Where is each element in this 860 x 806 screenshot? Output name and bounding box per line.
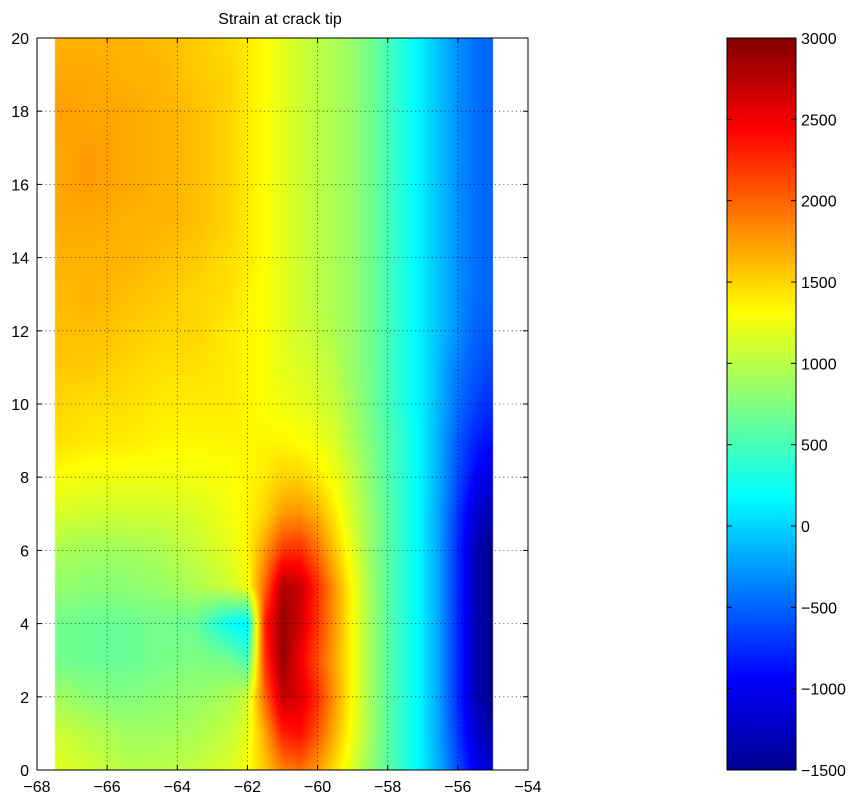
grid-lines [37, 38, 528, 770]
y-tick-label: 16 [11, 177, 29, 194]
y-tick-label: 12 [11, 324, 29, 341]
colorbar-ticks: −1500 −1000 −500 0 500 1000 1500 2000 2500 3000 [727, 31, 846, 780]
strain-heatmap-field [37, 38, 528, 770]
x-tick-label: −56 [444, 779, 471, 796]
x-tick-label: −68 [23, 779, 50, 796]
colorbar-frame [726, 37, 797, 771]
x-tick-label: −66 [94, 779, 121, 796]
colorbar-tick-label: −1000 [801, 682, 846, 699]
x-tick-label: −60 [304, 779, 331, 796]
colorbar-tick-label: 3000 [801, 31, 837, 48]
x-axis: −68 −66 −64 −62 −60 −58 −56 −54 [23, 38, 542, 796]
colorbar-tick-label: −1500 [801, 763, 846, 780]
y-tick-label: 6 [20, 543, 29, 560]
y-tick-label: 2 [20, 690, 29, 707]
x-tick-label: −62 [234, 779, 261, 796]
x-tick-label: −64 [164, 779, 191, 796]
y-tick-label: 0 [20, 763, 29, 780]
y-tick-label: 20 [11, 31, 29, 48]
colorbar-tick-label: −500 [801, 600, 837, 617]
x-tick-label: −54 [514, 779, 541, 796]
x-tick-label: −58 [374, 779, 401, 796]
y-tick-label: 18 [11, 104, 29, 121]
y-tick-label: 4 [20, 617, 29, 634]
colorbar-tick-label: 2500 [801, 112, 837, 129]
colorbar-tick-label: 0 [801, 519, 810, 536]
y-tick-label: 10 [11, 397, 29, 414]
chart-title: Strain at crack tip [218, 11, 342, 28]
y-axis: 0 2 4 6 8 10 12 14 16 18 20 [11, 31, 528, 780]
colorbar-gradient [727, 38, 796, 770]
colorbar-tick-label: 2000 [801, 194, 837, 211]
colorbar-tick-label: 1000 [801, 356, 837, 373]
colorbar-tick-label: 500 [801, 438, 828, 455]
plot-area: −68 −66 −64 −62 −60 −58 −56 −54 0 2 4 6 8 10 12 14 16 18… [11, 31, 541, 796]
y-tick-label: 8 [20, 470, 29, 487]
y-tick-label: 14 [11, 251, 29, 268]
colorbar-tick-label: 1500 [801, 275, 837, 292]
colorbar: −1500 −1000 −500 0 500 1000 1500 2000 2500 3000 [726, 31, 846, 780]
